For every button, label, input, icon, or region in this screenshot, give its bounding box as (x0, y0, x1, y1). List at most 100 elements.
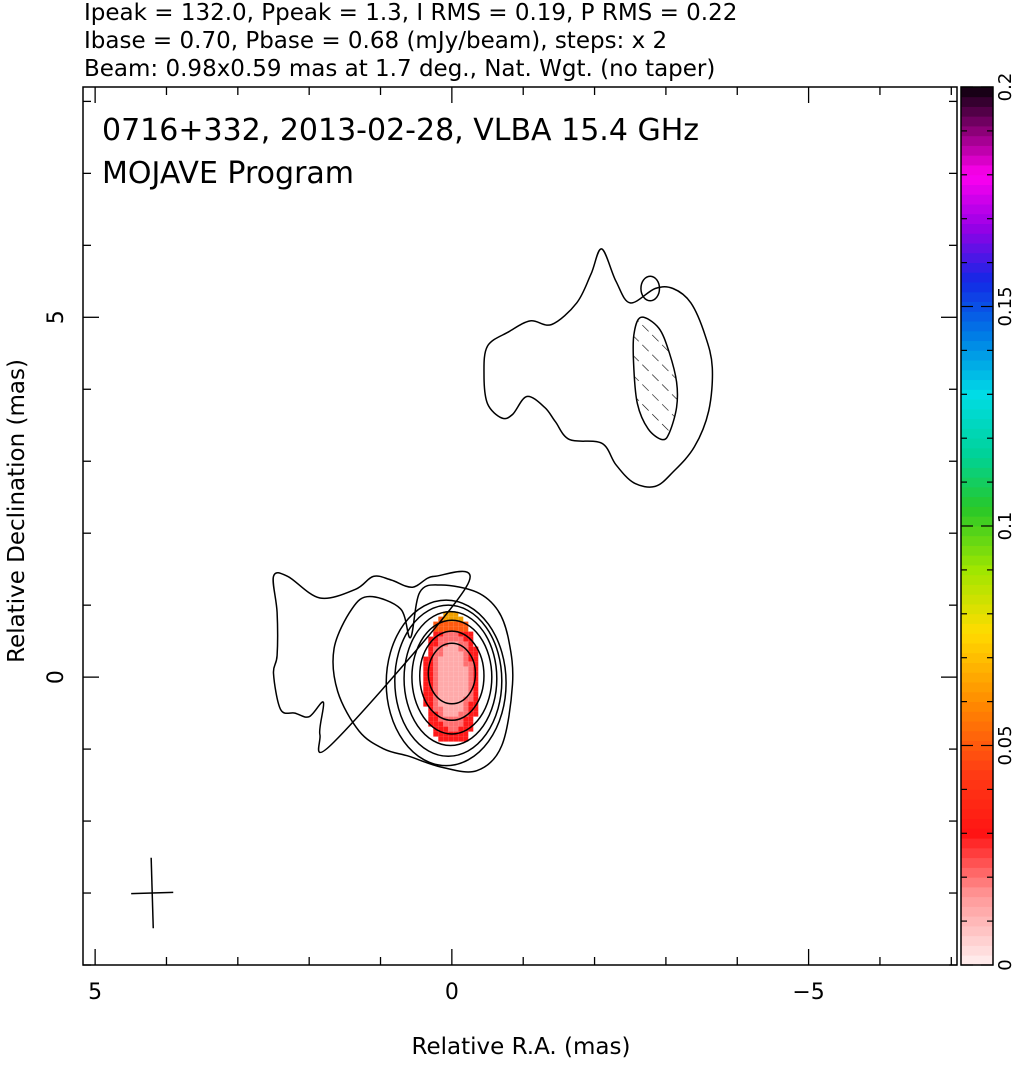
colorbar-band (961, 867, 993, 878)
colorbar-band (961, 106, 993, 117)
polarization-cell (448, 671, 454, 677)
colorbar-band (961, 243, 993, 254)
chart-subtitle: MOJAVE Program (102, 156, 354, 191)
colorbar-band (961, 184, 993, 195)
colorbar-tick-label: 0 (995, 959, 1016, 970)
polarization-cell (443, 696, 449, 702)
polarization-cell (473, 706, 479, 712)
plot-frame (82, 86, 958, 966)
polarization-cell (453, 666, 459, 672)
header-line-1: Ipeak = 132.0, Ppeak = 1.3, I RMS = 0.19… (84, 0, 737, 26)
colorbar-band (961, 291, 993, 303)
polarization-cell (463, 696, 469, 702)
polarization-cell (443, 626, 449, 632)
polarization-cell (458, 721, 464, 727)
polarization-cell (438, 706, 444, 712)
polarization-cell (443, 686, 449, 692)
polarization-cell (463, 681, 469, 687)
colorbar-band (961, 691, 993, 702)
polarization-cell (438, 671, 444, 677)
polarization-cell (428, 691, 434, 697)
polarization-cell (458, 736, 464, 742)
core-contour (385, 599, 507, 767)
polarization-cell (433, 691, 439, 697)
polarization-cell (433, 681, 439, 687)
colorbar-band (961, 467, 993, 478)
polarization-cell (428, 711, 434, 717)
x-tick-label: −5 (792, 980, 824, 1005)
colorbar-band (961, 135, 993, 146)
polarization-cell (428, 721, 434, 727)
polarization-cell (428, 701, 434, 707)
polarization-cell (443, 681, 449, 687)
polarization-cell (453, 646, 459, 652)
colorbar-tick-label: 0.1 (995, 512, 1016, 541)
y-tick-label: 5 (44, 310, 69, 324)
polarization-cell (423, 671, 429, 677)
polarization-cell (468, 641, 474, 647)
polarization-cell (458, 731, 464, 737)
colorbar-band (961, 204, 993, 215)
polarization-cell (433, 686, 439, 692)
polarization-cell (428, 696, 434, 702)
colorbar-band (961, 340, 993, 351)
polarization-cell (448, 636, 454, 642)
polarization-cell (428, 636, 434, 642)
polarization-cell (468, 711, 474, 717)
polarization-cell (463, 651, 469, 657)
colorbar-band (961, 194, 993, 205)
polarization-cell (463, 656, 469, 662)
polarization-cell (468, 726, 474, 732)
colorbar-band (961, 779, 993, 790)
polarization-cell (448, 616, 454, 622)
polarization-cell (448, 651, 454, 657)
colorbar-band (961, 408, 993, 420)
colorbar-band (961, 574, 993, 585)
core-contour (419, 630, 485, 722)
core-outer-contour (272, 570, 471, 754)
colorbar-band (961, 838, 993, 849)
polarization-cell (443, 616, 449, 622)
polarization-cell (453, 706, 459, 712)
colorbar-band (961, 447, 993, 459)
colorbar-band (961, 955, 993, 966)
header-line-2: Ibase = 0.70, Pbase = 0.68 (mJy/beam), s… (84, 28, 667, 54)
polarization-cell (453, 716, 459, 722)
colorbar-band (961, 223, 993, 234)
polarization-cell (428, 651, 434, 657)
polarization-cell (438, 711, 444, 717)
polarization-cell (458, 726, 464, 732)
beam-marker (131, 857, 174, 929)
polarization-cell (423, 696, 429, 702)
polarization-cell (458, 621, 464, 627)
polarization-cell (423, 676, 429, 682)
colorbar-band (961, 896, 993, 907)
polarization-cell (468, 656, 474, 662)
polarization-cell (438, 701, 444, 707)
polarization-cell (468, 671, 474, 677)
colorbar-band (961, 711, 993, 722)
colorbar-band (961, 799, 993, 810)
colorbar-band (961, 760, 993, 771)
beam-minor-axis (131, 891, 174, 895)
y-tick-label: 0 (44, 670, 69, 684)
polarization-cell (468, 721, 474, 727)
polarization-cell (468, 676, 474, 682)
polarization-cell (438, 646, 444, 652)
polarization-cell (453, 626, 459, 632)
polarization-cell (443, 671, 449, 677)
polarization-cell (433, 701, 439, 707)
polarization-cell (453, 736, 459, 742)
polarization-cell (433, 671, 439, 677)
colorbar-band (961, 155, 993, 166)
colorbar-band (961, 808, 993, 820)
colorbar-band (961, 906, 993, 917)
core-contour (427, 642, 477, 705)
polarization-cell (468, 686, 474, 692)
colorbar-band (961, 886, 993, 898)
polarization-cell (473, 656, 479, 662)
polarization-cell (458, 656, 464, 662)
colorbar-band (961, 418, 993, 429)
colorbar-band (961, 145, 993, 156)
